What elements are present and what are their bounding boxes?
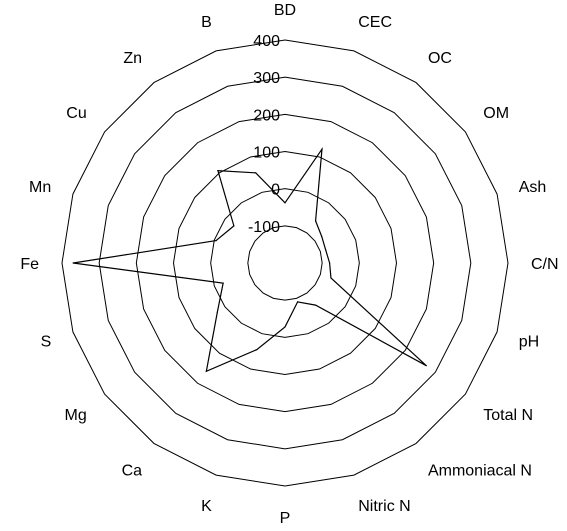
series-line-0 (73, 146, 427, 373)
grid-ring-5 (61, 39, 509, 487)
grid-ring-0 (247, 225, 323, 301)
category-labels: BD CEC OC OM Ash C/N pH Total N Ammoniacal N Nitr… (20, 2, 558, 527)
data-point-bd (284, 202, 286, 204)
data-point-total-n (425, 365, 427, 367)
data-point-cu (233, 225, 235, 227)
category-label-s: S (41, 333, 52, 350)
category-label-fe: Fe (20, 256, 39, 273)
category-label-ash: Ash (519, 179, 547, 196)
category-label-bd: BD (274, 2, 296, 19)
category-label-k: K (201, 498, 212, 515)
series-layer (72, 146, 427, 373)
data-point-zn (217, 170, 219, 172)
grid-ring-3 (135, 113, 435, 413)
data-point-ash (325, 249, 327, 251)
category-label-c-n: C/N (531, 256, 559, 273)
tick-label-5: 400 (253, 33, 280, 50)
category-label-p: P (280, 510, 291, 527)
data-point-ph (330, 277, 332, 279)
tick-label-0: -100 (248, 219, 280, 236)
data-point-cec (321, 148, 323, 150)
category-label-ph: pH (519, 333, 539, 350)
category-label-cu: Cu (66, 105, 86, 122)
data-point-mg (216, 311, 218, 313)
category-label-ca: Ca (122, 462, 143, 479)
data-point-om (321, 235, 323, 237)
data-point-b (255, 172, 257, 174)
category-label-om: OM (483, 105, 509, 122)
data-point-c-n (329, 262, 331, 264)
data-point-nitric-n (297, 301, 299, 303)
category-label-b: B (201, 14, 212, 31)
grid-ring-4 (98, 76, 472, 450)
grid-ring-2 (172, 150, 398, 376)
data-point-fe (72, 262, 74, 264)
data-point-s (222, 282, 224, 284)
category-label-oc: OC (428, 50, 452, 67)
tick-label-3: 200 (253, 107, 280, 124)
category-label-zn: Zn (123, 50, 142, 67)
grid-rings (61, 39, 509, 487)
category-label-ammoniacal-n: Ammoniacal N (428, 462, 532, 479)
tick-label-4: 300 (253, 70, 280, 87)
data-point-mn (215, 240, 217, 242)
data-point-k (256, 349, 258, 351)
grid-ring-1 (210, 188, 360, 338)
data-point-ammoniacal-n (314, 304, 317, 306)
category-label-nitric-n: Nitric N (358, 498, 410, 515)
category-label-mn: Mn (29, 179, 51, 196)
tick-label-1: 0 (271, 182, 280, 199)
category-label-cec: CEC (358, 14, 392, 31)
data-point-ca (205, 370, 207, 372)
category-label-total-n: Total N (483, 407, 533, 424)
category-label-mg: Mg (65, 407, 87, 424)
data-point-p (284, 326, 286, 328)
data-point-oc (314, 220, 317, 222)
tick-label-2: 100 (253, 145, 280, 162)
radial-tick-labels: -100 0 100 200 300 400 (248, 33, 280, 236)
